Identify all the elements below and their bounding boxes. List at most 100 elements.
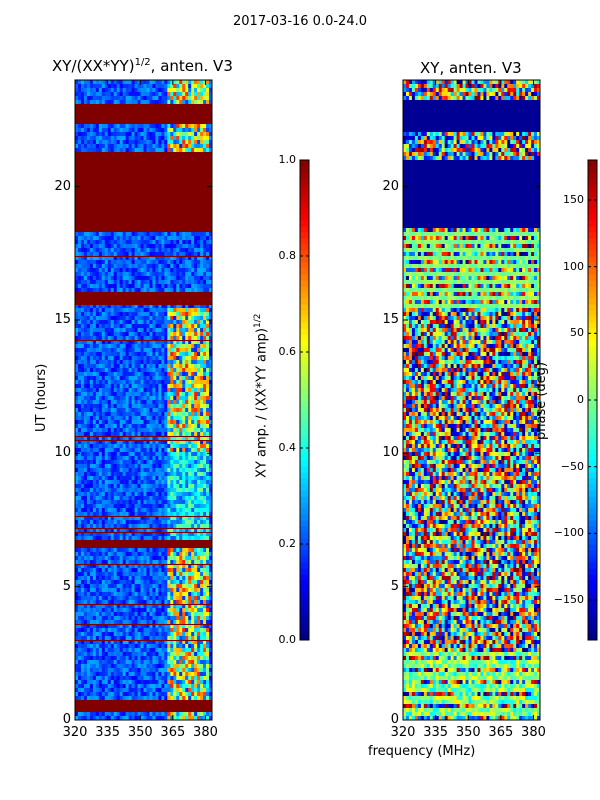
heatmap-cell <box>152 168 156 173</box>
heatmap-cell <box>203 124 207 129</box>
heatmap-cell <box>155 224 159 229</box>
heatmap-cell <box>206 236 210 241</box>
heatmap-cell <box>83 232 88 237</box>
heatmap-cell <box>167 212 171 217</box>
heatmap-cell <box>146 288 150 293</box>
heatmap-cell <box>170 304 174 309</box>
heatmap-cell <box>131 248 135 253</box>
heatmap-cell <box>167 216 171 221</box>
heatmap-cell <box>203 220 207 225</box>
heatmap-cell <box>125 88 130 93</box>
heatmap-cell <box>95 508 100 513</box>
heatmap-cell <box>113 240 118 245</box>
heatmap-cell <box>122 212 127 217</box>
heatmap-cell <box>149 80 153 85</box>
heatmap-cell <box>146 476 150 481</box>
heatmap-cell <box>128 508 132 513</box>
heatmap-cell <box>167 476 171 481</box>
heatmap-cell <box>152 316 156 321</box>
heatmap-cell <box>116 232 121 237</box>
heatmap-cell <box>167 252 171 257</box>
heatmap-cell <box>77 140 82 145</box>
heatmap-cell <box>146 464 150 469</box>
heatmap-cell <box>176 356 180 361</box>
heatmap-cell <box>134 328 138 333</box>
heatmap-cell <box>107 144 112 149</box>
heatmap-cell <box>98 500 103 505</box>
heatmap-cell <box>182 400 186 405</box>
heatmap-cell <box>209 404 213 409</box>
heatmap-cell <box>95 416 100 421</box>
heatmap-cell <box>188 464 192 469</box>
heatmap-cell <box>92 420 97 425</box>
heatmap-cell <box>155 440 159 445</box>
heatmap-cell <box>134 496 138 501</box>
heatmap-cell <box>146 128 150 133</box>
heatmap-cell <box>119 428 124 433</box>
heatmap-cell <box>116 284 121 289</box>
heatmap-cell <box>83 452 88 457</box>
heatmap-cell <box>152 128 156 133</box>
heatmap-cell <box>75 136 79 141</box>
heatmap-cell <box>140 264 144 269</box>
heatmap-cell <box>95 224 100 229</box>
heatmap-cell <box>75 104 79 109</box>
heatmap-cell <box>95 312 100 317</box>
heatmap-cell <box>179 140 183 145</box>
heatmap-cell <box>197 324 201 329</box>
heatmap-cell <box>110 224 115 229</box>
heatmap-cell <box>182 472 186 477</box>
heatmap-cell <box>149 480 153 485</box>
heatmap-cell <box>185 100 189 105</box>
heatmap-cell <box>119 396 124 401</box>
heatmap-cell <box>75 84 79 89</box>
heatmap-cell <box>206 324 210 329</box>
heatmap-cell <box>149 336 153 341</box>
heatmap-cell <box>80 208 85 213</box>
heatmap-cell <box>131 500 135 505</box>
heatmap-cell <box>137 240 141 245</box>
heatmap-cell <box>146 380 150 385</box>
heatmap-cell <box>119 448 124 453</box>
heatmap-cell <box>155 208 159 213</box>
heatmap-cell <box>146 348 150 353</box>
heatmap-cell <box>179 460 183 465</box>
heatmap-cell <box>92 148 97 153</box>
heatmap-cell <box>125 444 130 449</box>
heatmap-cell <box>83 204 88 209</box>
heatmap-cell <box>122 244 127 249</box>
heatmap-cell <box>128 352 132 357</box>
heatmap-cell <box>206 212 210 217</box>
heatmap-cell <box>101 152 106 157</box>
heatmap-cell <box>194 296 198 301</box>
heatmap-cell <box>137 360 141 365</box>
heatmap-cell <box>95 352 100 357</box>
heatmap-cell <box>110 256 115 261</box>
heatmap-cell <box>101 140 106 145</box>
heatmap-cell <box>119 336 124 341</box>
heatmap-cell <box>95 220 100 225</box>
heatmap-cell <box>122 360 127 365</box>
heatmap-cell <box>110 400 115 405</box>
heatmap-cell <box>116 480 121 485</box>
heatmap-cell <box>188 224 192 229</box>
heatmap-cell <box>209 136 213 141</box>
heatmap-cell <box>155 336 159 341</box>
heatmap-cell <box>92 492 97 497</box>
heatmap-cell <box>167 496 171 501</box>
heatmap-cell <box>173 356 177 361</box>
heatmap-cell <box>86 220 91 225</box>
heatmap-cell <box>143 312 147 317</box>
heatmap-cell <box>164 480 168 485</box>
heatmap-cell <box>194 496 198 501</box>
heatmap-cell <box>125 80 130 85</box>
heatmap-cell <box>92 144 97 149</box>
heatmap-cell <box>161 372 165 377</box>
heatmap-cell <box>176 244 180 249</box>
heatmap-cell <box>164 444 168 449</box>
heatmap-cell <box>149 476 153 481</box>
heatmap-cell <box>86 416 91 421</box>
heatmap-cell <box>161 316 165 321</box>
heatmap-cell <box>122 124 127 129</box>
heatmap-cell <box>143 428 147 433</box>
